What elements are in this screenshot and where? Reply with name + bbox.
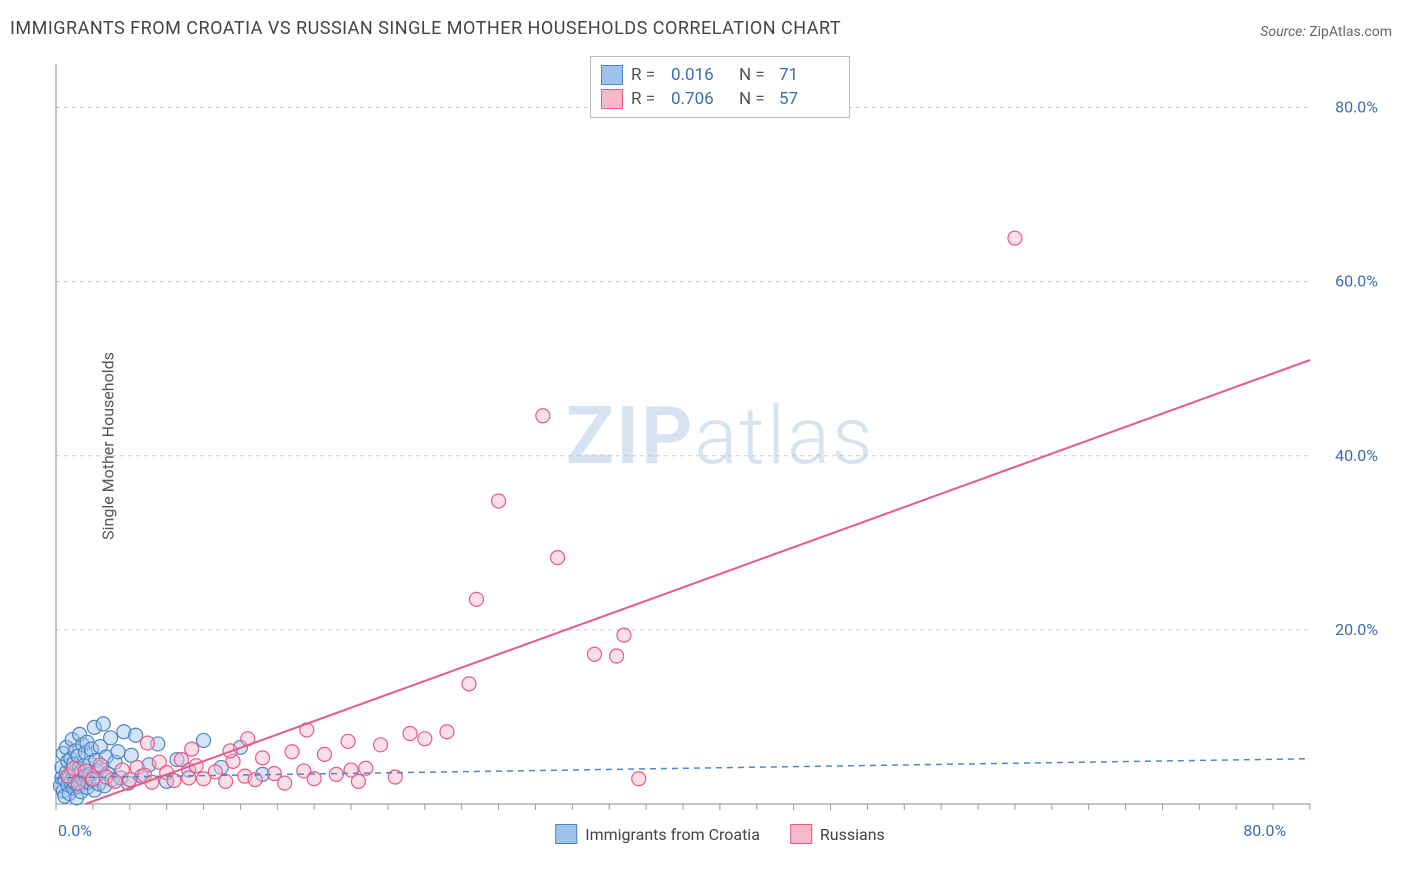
legend-r-label-0: R =: [631, 65, 663, 85]
legend-bottom-swatch-croatia: [555, 824, 577, 844]
svg-text:80.0%: 80.0%: [1243, 821, 1286, 840]
legend-r-value-1: 0.706: [671, 89, 731, 109]
legend-n-value-1: 57: [779, 89, 839, 109]
source-value: ZipAtlas.com: [1309, 24, 1392, 40]
legend-stats: R = 0.016 N = 71 R = 0.706 N = 57: [590, 56, 850, 118]
legend-series: Immigrants from Croatia Russians: [555, 824, 885, 844]
svg-text:40.0%: 40.0%: [1335, 446, 1378, 465]
plot-svg: 0.0% 80.0% 20.0% 40.0% 60.0% 80.0%: [50, 56, 1390, 848]
legend-swatch-russians: [601, 89, 623, 109]
source-label: Source:: [1260, 24, 1305, 40]
svg-text:80.0%: 80.0%: [1335, 98, 1378, 117]
legend-stats-row-russians: R = 0.706 N = 57: [601, 87, 839, 111]
legend-n-value-0: 71: [779, 65, 839, 85]
scatter-plot: ZIPatlas 0.0%80.0%20.0%40.0%60.0%80.0% R…: [50, 56, 1390, 848]
legend-bottom-swatch-russians: [790, 824, 812, 844]
legend-n-label-0: N =: [739, 65, 771, 85]
svg-text:0.0%: 0.0%: [58, 821, 92, 840]
chart-title: IMMIGRANTS FROM CROATIA VS RUSSIAN SINGL…: [10, 18, 841, 39]
legend-n-label-1: N =: [739, 89, 771, 109]
svg-text:20.0%: 20.0%: [1335, 620, 1378, 639]
legend-item-croatia: Immigrants from Croatia: [555, 824, 760, 844]
source-attribution: Source: ZipAtlas.com: [1260, 24, 1392, 40]
legend-stats-row-croatia: R = 0.016 N = 71: [601, 63, 839, 87]
legend-bottom-label-croatia: Immigrants from Croatia: [585, 825, 760, 844]
legend-r-label-1: R =: [631, 89, 663, 109]
legend-item-russians: Russians: [790, 824, 885, 844]
legend-swatch-croatia: [601, 65, 623, 85]
legend-r-value-0: 0.016: [671, 65, 731, 85]
legend-bottom-label-russians: Russians: [820, 825, 885, 844]
svg-text:60.0%: 60.0%: [1335, 272, 1378, 291]
